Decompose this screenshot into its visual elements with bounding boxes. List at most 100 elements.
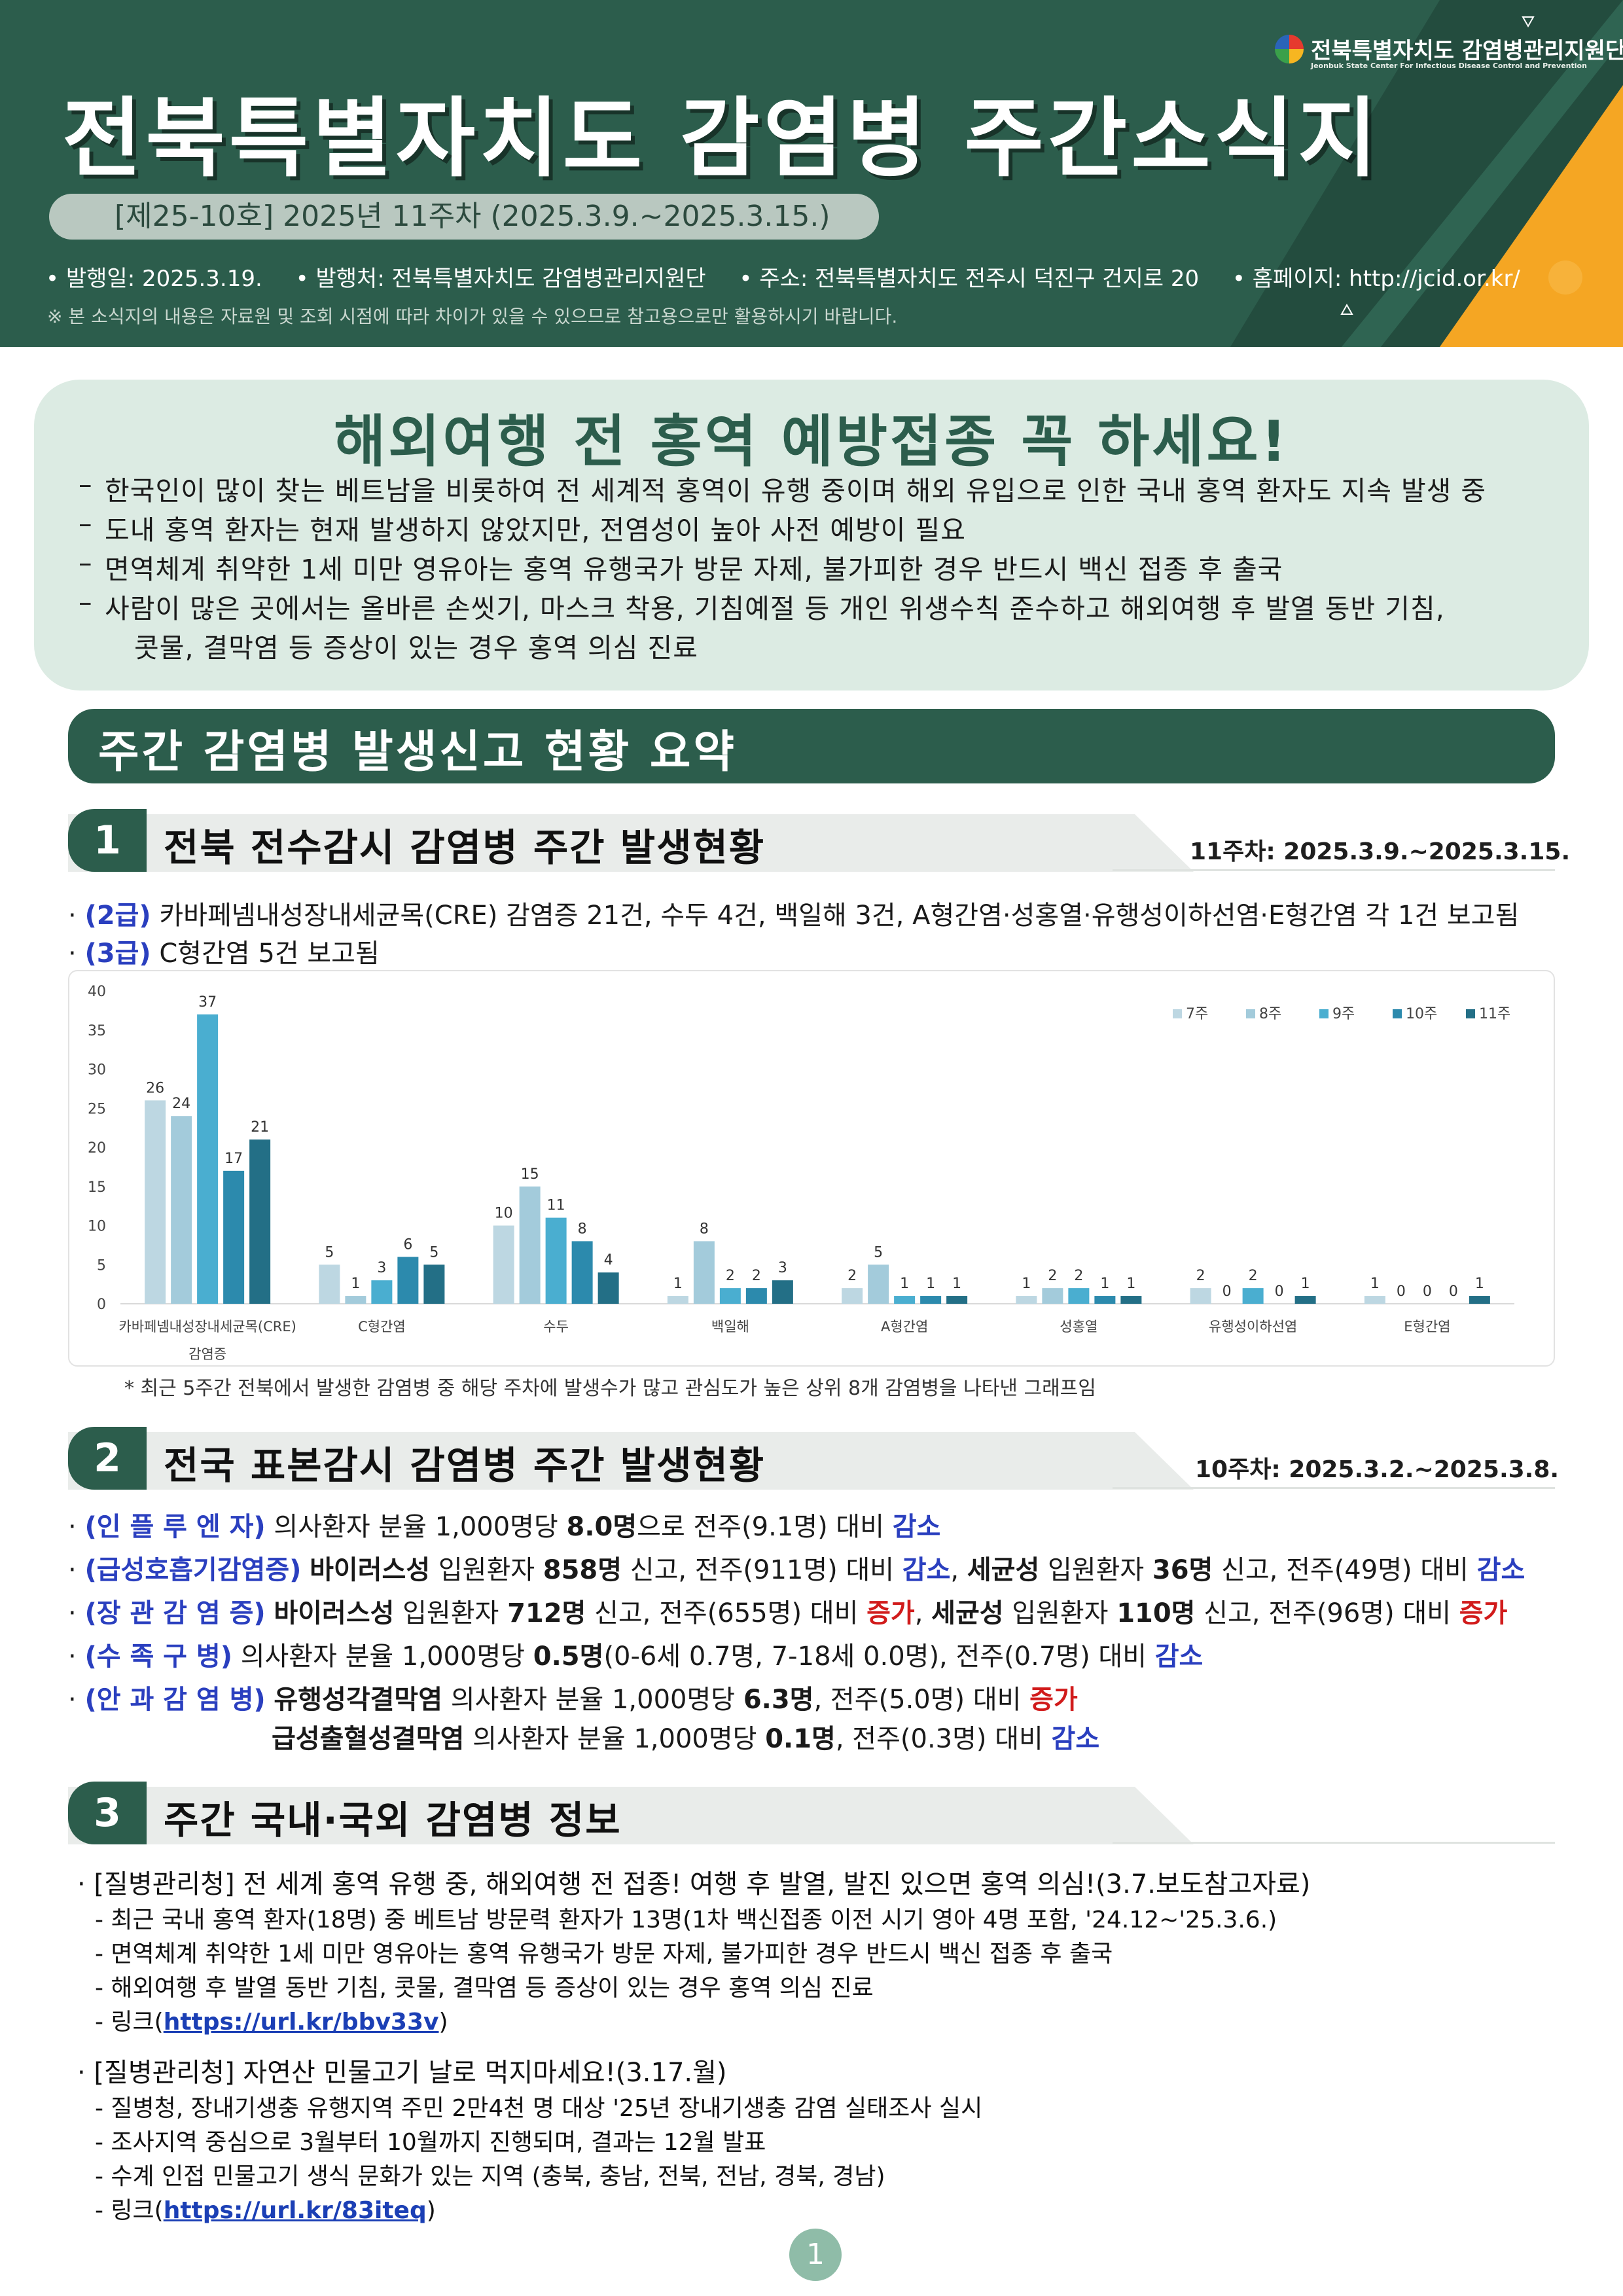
- data-label: 1: [1126, 1276, 1135, 1292]
- bar: [145, 1100, 166, 1304]
- data-label: 0: [1423, 1283, 1432, 1300]
- data-label: 1: [1475, 1276, 1484, 1292]
- data-label: 2: [847, 1268, 857, 1284]
- data-label: 2: [726, 1268, 735, 1284]
- data-label: 24: [172, 1096, 190, 1112]
- bar: [423, 1265, 445, 1304]
- section2-header-bg: [68, 1432, 1194, 1490]
- section2-number: 2: [68, 1427, 147, 1490]
- header-banner: [0, 0, 1623, 347]
- section2-divider: [1113, 1487, 1555, 1489]
- bar: [667, 1296, 688, 1304]
- x-tick-label: E형간염: [1404, 1319, 1450, 1335]
- section1-title: 전북 전수감시 감염병 주간 발생현황: [164, 825, 766, 870]
- data-label: 37: [198, 994, 217, 1011]
- data-label: 1: [952, 1276, 961, 1292]
- section1-header-bg: [68, 814, 1194, 872]
- notice-line: – 한국인이 많이 찾는 베트남을 비롯하여 전 세계적 홍역이 유행 중이며 해…: [79, 469, 1487, 507]
- y-tick-label: 5: [97, 1257, 106, 1274]
- bar: [868, 1265, 889, 1304]
- data-label: 1: [926, 1276, 935, 1292]
- news-link-row: - 링크(https://url.kr/bbv33v): [95, 2009, 448, 2036]
- section1-line-grade3: · (3급) C형간염 5건 보고됨: [68, 939, 380, 969]
- x-tick-label: A형간염: [881, 1319, 928, 1335]
- chart-frame: [68, 970, 1555, 1367]
- news-link[interactable]: https://url.kr/83iteq: [163, 2197, 427, 2224]
- chart-note: * 최근 5주간 전북에서 발생한 감염병 중 해당 주차에 발생수가 많고 관…: [124, 1377, 1096, 1400]
- logo-subtitle: Jeonbuk State Center For Infectious Dise…: [1311, 62, 1587, 70]
- bar: [1294, 1296, 1316, 1304]
- y-tick-label: 15: [88, 1179, 106, 1196]
- homepage-link[interactable]: • 홈페이지: http://jcid.or.kr/: [1232, 266, 1520, 292]
- publication-date: • 발행일: 2025.3.19.: [46, 266, 262, 292]
- section1-line-grade2: · (2급) 카바페넴내성장내세균목(CRE) 감염증 21건, 수두 4건, …: [68, 901, 1520, 931]
- data-label: 1: [1022, 1276, 1031, 1292]
- bar: [772, 1280, 793, 1304]
- notice-line: – 사람이 많은 곳에서는 올바른 손씻기, 마스크 착용, 기침예절 등 개인 …: [79, 586, 1445, 624]
- x-tick-label: C형간염: [358, 1319, 406, 1335]
- surveillance-row: · (인 플 루 엔 자) 의사환자 분율 1,000명당 8.0명으로 전주(…: [68, 1512, 941, 1542]
- surveillance-row: · (수 족 구 병) 의사환자 분율 1,000명당 0.5명(0-6세 0.…: [68, 1641, 1204, 1672]
- section2-title: 전국 표본감시 감염병 주간 발생현황: [164, 1443, 766, 1488]
- x-tick-label: 카바페넴내성장내세균목(CRE): [118, 1319, 296, 1335]
- notice-line-continued: 콧물, 결막염 등 증상이 있는 경우 홍역 의심 진료: [134, 632, 698, 664]
- data-label: 1: [351, 1276, 360, 1292]
- surveillance-tag: (장 관 감 염 증): [84, 1598, 266, 1628]
- surveillance-tag: (안 과 감 염 병): [84, 1685, 266, 1715]
- logo-name: 전북특별자치도 감염병관리지원단: [1311, 38, 1623, 64]
- bar: [1042, 1288, 1063, 1304]
- data-label: 5: [429, 1244, 438, 1261]
- bar: [719, 1288, 741, 1304]
- bar: [920, 1296, 942, 1304]
- bar: [319, 1265, 340, 1304]
- news-link-row: - 링크(https://url.kr/83iteq): [95, 2197, 436, 2224]
- data-label: 3: [377, 1260, 386, 1276]
- bar: [493, 1225, 514, 1304]
- x-tick-label: 유행성이하선염: [1209, 1319, 1297, 1335]
- data-label: 0: [1275, 1283, 1284, 1300]
- page-title: 전북특별자치도 감염병 주간소식지: [62, 88, 1382, 189]
- surveillance-tag: (인 플 루 엔 자): [84, 1512, 266, 1542]
- issue-badge: [제25-10호] 2025년 11주차 (2025.3.9.~2025.3.1…: [49, 194, 879, 240]
- notice-banner: [34, 380, 1589, 691]
- section3-divider: [1113, 1842, 1555, 1844]
- data-label: 17: [224, 1151, 243, 1167]
- data-label: 8: [700, 1221, 709, 1237]
- header-decoration: [1230, 0, 1623, 347]
- legend-label: 10주: [1406, 1006, 1437, 1022]
- surveillance-row: · (장 관 감 염 증) 바이러스성 입원환자 712명 신고, 전주(655…: [68, 1598, 1508, 1628]
- news-link[interactable]: https://url.kr/bbv33v: [163, 2009, 439, 2036]
- data-label: 2: [752, 1268, 761, 1284]
- bar: [745, 1288, 767, 1304]
- bar: [1469, 1296, 1490, 1304]
- legend-swatch: [1246, 1009, 1255, 1018]
- bar: [519, 1186, 541, 1304]
- section1-divider: [1113, 869, 1555, 871]
- bar: [1068, 1288, 1090, 1304]
- bar: [1242, 1288, 1264, 1304]
- data-label: 1: [900, 1276, 909, 1292]
- y-tick-label: 20: [88, 1140, 106, 1157]
- data-label: 26: [146, 1080, 164, 1096]
- surveillance-row: · (안 과 감 염 병) 유행성각결막염 의사환자 분율 1,000명당 6.…: [68, 1685, 1078, 1715]
- surveillance-tag: (급성호흡기감염증): [84, 1555, 302, 1585]
- bar: [397, 1257, 419, 1304]
- data-label: 21: [251, 1119, 269, 1136]
- bar: [1190, 1288, 1211, 1304]
- news-item: - 질병청, 장내기생충 유행지역 주민 2만4천 명 대상 '25년 장내기생…: [95, 2095, 983, 2122]
- y-tick-label: 10: [88, 1219, 106, 1235]
- bar: [249, 1139, 271, 1304]
- section1-week: 11주차: 2025.3.9.~2025.3.15.: [1190, 838, 1571, 865]
- news-item: - 조사지역 중심으로 3월부터 10월까지 진행되며, 결과는 12월 발표: [95, 2129, 766, 2156]
- summary-section-title: 주간 감염병 발생신고 현황 요약: [98, 726, 737, 778]
- legend-label: 9주: [1332, 1006, 1355, 1022]
- news-headline: · [질병관리청] 자연산 민물고기 날로 먹지마세요!(3.17.월): [77, 2058, 727, 2088]
- news-headline: · [질병관리청] 전 세계 홍역 유행 중, 해외여행 전 접종! 여행 후 …: [77, 1869, 1311, 1899]
- x-tick-label: 수두: [543, 1319, 569, 1335]
- data-label: 2: [1074, 1268, 1083, 1284]
- surveillance-tag: (수 족 구 병): [84, 1641, 232, 1672]
- data-label: 1: [673, 1276, 683, 1292]
- bar: [842, 1288, 863, 1304]
- surveillance-row: · (급성호흡기감염증) 바이러스성 입원환자 858명 신고, 전주(911명…: [68, 1555, 1525, 1585]
- news-item: - 면역체계 취약한 1세 미만 영유아는 홍역 유행국가 방문 자제, 불가피…: [95, 1941, 1113, 1967]
